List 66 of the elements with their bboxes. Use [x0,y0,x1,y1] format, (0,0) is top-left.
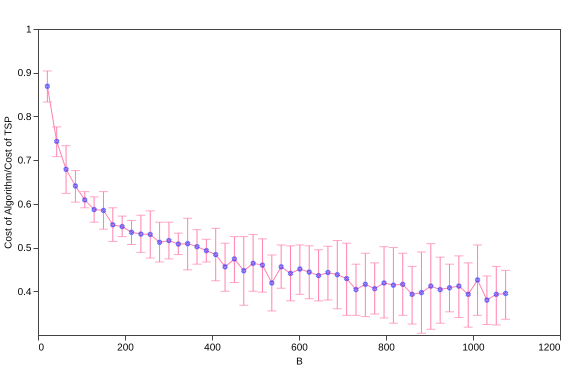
point [297,266,302,272]
point [92,206,97,212]
point [250,260,256,266]
point [316,272,322,278]
x-tick-label: 1200 [538,342,561,354]
point [157,240,162,245]
point [54,138,60,144]
x-tick-label: 800 [378,342,396,354]
point [428,283,434,289]
point [44,84,50,89]
y-tick-label: 0.6 [18,199,32,210]
point [372,286,378,292]
point [288,270,294,276]
point [222,264,228,270]
y-tick-label: 0.9 [18,68,32,80]
point [241,268,246,274]
point [128,230,134,235]
point [63,166,69,172]
point [100,208,106,213]
point [82,197,88,203]
y-tick-label: 1 [26,24,32,36]
point [138,231,144,237]
point [410,292,415,297]
point [232,256,237,262]
x-axis-title: B [296,356,304,368]
point [110,222,116,228]
point [400,282,406,287]
point [381,280,387,286]
x-tick-label: 1000 [462,342,486,354]
x-tick-label: 0 [38,342,44,354]
y-tick-label: 0.8 [18,112,32,123]
point [194,244,200,250]
x-tick-label: 200 [117,342,134,354]
point [503,290,508,296]
y-tick-label: 0.4 [18,286,32,298]
y-axis-title: Cost of Algorithm/Cost of TSP [4,116,15,249]
point [494,292,499,297]
y-tick-label: 0.7 [18,156,32,167]
point [148,232,153,238]
point [466,292,471,297]
point [353,286,359,292]
point [260,262,266,268]
point [185,241,190,246]
point [176,241,181,247]
point [269,280,274,286]
point [438,286,443,292]
point [204,248,209,254]
point [306,269,312,275]
point [484,297,490,303]
point [325,270,331,276]
y-tick-label: 0.5 [18,243,32,254]
x-tick-label: 600 [291,342,308,354]
point [334,272,340,278]
point [418,290,424,296]
point [344,276,350,282]
point [120,224,125,230]
point [72,183,78,189]
point [390,282,396,288]
point [278,264,284,270]
point [474,277,480,282]
point [166,238,172,244]
point [456,283,462,289]
point [213,252,218,258]
point [362,282,368,287]
x-tick-label: 400 [204,342,222,354]
point [446,285,452,290]
